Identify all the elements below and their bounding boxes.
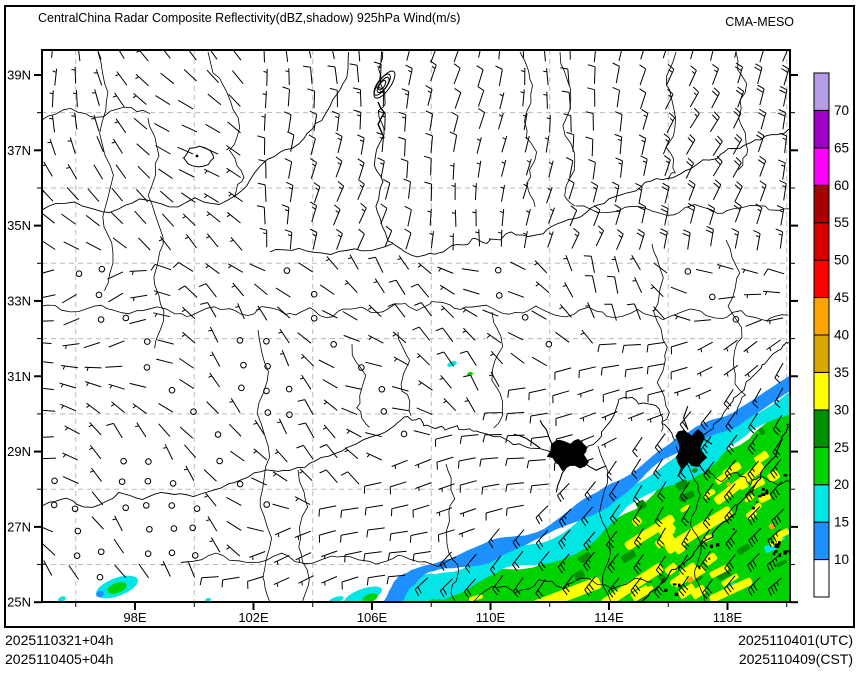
colorbar-segment xyxy=(813,334,830,373)
colorbar-segment xyxy=(813,521,830,561)
axis-labels-layer: 39N 37N 35N 33N 31N 29N 27N 25N 98E 102E 106E 110E 1… xyxy=(7,68,742,626)
lat-tick-label: 37N xyxy=(7,143,31,158)
lat-tick-label: 31N xyxy=(7,369,31,384)
colorbar-label: 60 xyxy=(834,178,849,193)
lat-tick-label: 35N xyxy=(7,218,31,233)
footer-init-cst: 2025110405+04h xyxy=(5,651,114,667)
colorbar-segment xyxy=(813,484,830,523)
lat-tick-label: 27N xyxy=(7,519,31,534)
colorbar-segment xyxy=(813,184,830,224)
lat-tick-label: 25N xyxy=(7,595,31,610)
colorbar-segment xyxy=(813,371,830,411)
lon-tick-label: 98E xyxy=(123,610,146,625)
wind-barbs-layer xyxy=(43,51,789,600)
colorbar-label: 55 xyxy=(834,215,849,230)
colorbar-label: 70 xyxy=(834,103,849,118)
colorbar-label: 15 xyxy=(834,515,849,530)
lat-tick-label: 39N xyxy=(7,68,31,83)
colorbar-segment xyxy=(813,559,830,598)
footer-valid-utc: 2025110401(UTC) xyxy=(738,632,853,648)
model-name: CMA-MESO xyxy=(725,15,794,29)
colorbar-label: 50 xyxy=(834,253,849,268)
lat-tick-label: 33N xyxy=(7,293,31,308)
lon-tick-label: 110E xyxy=(476,610,506,625)
colorbar-label: 45 xyxy=(834,290,849,305)
colorbar-label: 20 xyxy=(834,477,849,492)
colorbar-segment xyxy=(813,147,830,186)
lon-tick-label: 118E xyxy=(713,610,743,625)
colorbar-label: 30 xyxy=(834,402,849,417)
lon-tick-label: 102E xyxy=(238,610,269,625)
footer-valid-cst: 2025110409(CST) xyxy=(738,651,853,667)
colorbar-label: 35 xyxy=(834,365,849,380)
colorbar-segment xyxy=(813,259,830,299)
plot-title: CentralChina Radar Composite Reflectivit… xyxy=(38,11,461,25)
colorbar-label: 10 xyxy=(834,552,849,567)
plot-border xyxy=(4,5,855,628)
colorbar: 10 15 20 25 30 35 40 45 50 55 60 65 70 xyxy=(813,72,849,598)
lon-tick-label: 106E xyxy=(357,610,388,625)
colorbar-segment xyxy=(813,109,830,149)
colorbar-segment xyxy=(813,409,830,448)
radar-echo-layer xyxy=(58,361,789,601)
colorbar-label: 40 xyxy=(834,327,849,342)
colorbar-segment xyxy=(813,297,830,336)
lat-tick-label: 29N xyxy=(7,444,31,459)
frame-layer xyxy=(34,49,798,610)
lon-tick-label: 114E xyxy=(594,610,624,625)
colorbar-label: 25 xyxy=(834,440,849,455)
footer-init-utc: 2025110321+04h xyxy=(5,632,114,648)
colorbar-segment xyxy=(813,222,830,261)
colorbar-segment xyxy=(813,446,830,486)
colorbar-segment xyxy=(813,72,830,111)
colorbar-label: 65 xyxy=(834,140,849,155)
